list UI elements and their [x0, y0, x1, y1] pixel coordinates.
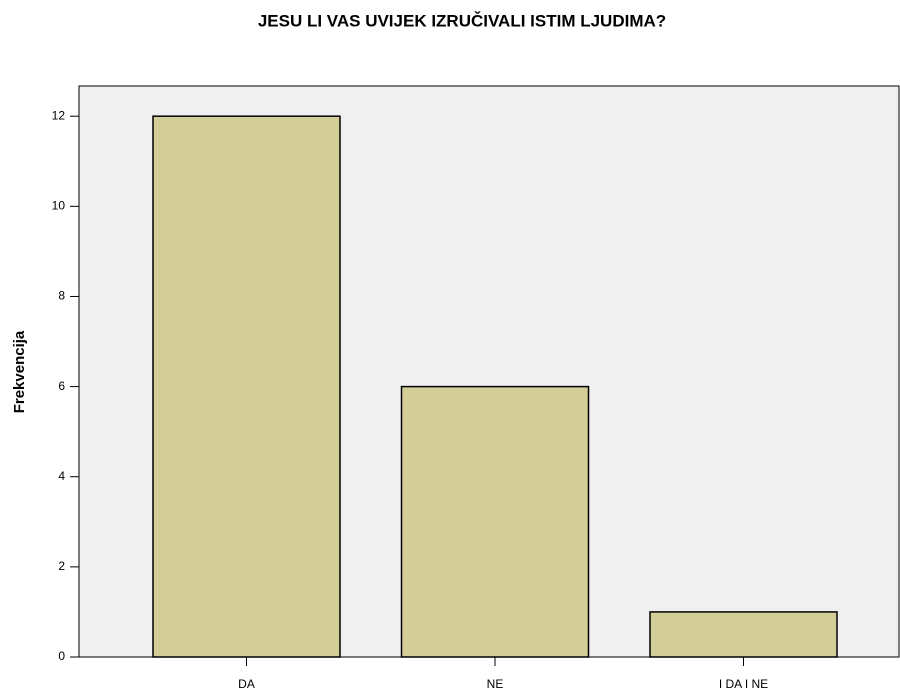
- y-tick-label: 6: [58, 379, 65, 393]
- x-tick-label: DA: [238, 677, 255, 691]
- y-axis-label: Frekvencija: [11, 330, 28, 413]
- bar: [649, 611, 838, 658]
- bar: [400, 385, 590, 658]
- y-tick-label: 2: [58, 559, 65, 573]
- y-tick-label: 10: [52, 199, 66, 213]
- chart-title: JESU LI VAS UVIJEK IZRUČIVALI ISTIM LJUD…: [258, 11, 666, 30]
- x-tick-label: NE: [487, 677, 504, 691]
- x-tick-label: I DA I NE: [719, 677, 768, 691]
- y-tick-label: 4: [58, 469, 65, 483]
- bar: [152, 115, 341, 658]
- y-tick-label: 8: [58, 289, 65, 303]
- y-tick-label: 0: [58, 649, 65, 663]
- y-tick-label: 12: [52, 108, 66, 122]
